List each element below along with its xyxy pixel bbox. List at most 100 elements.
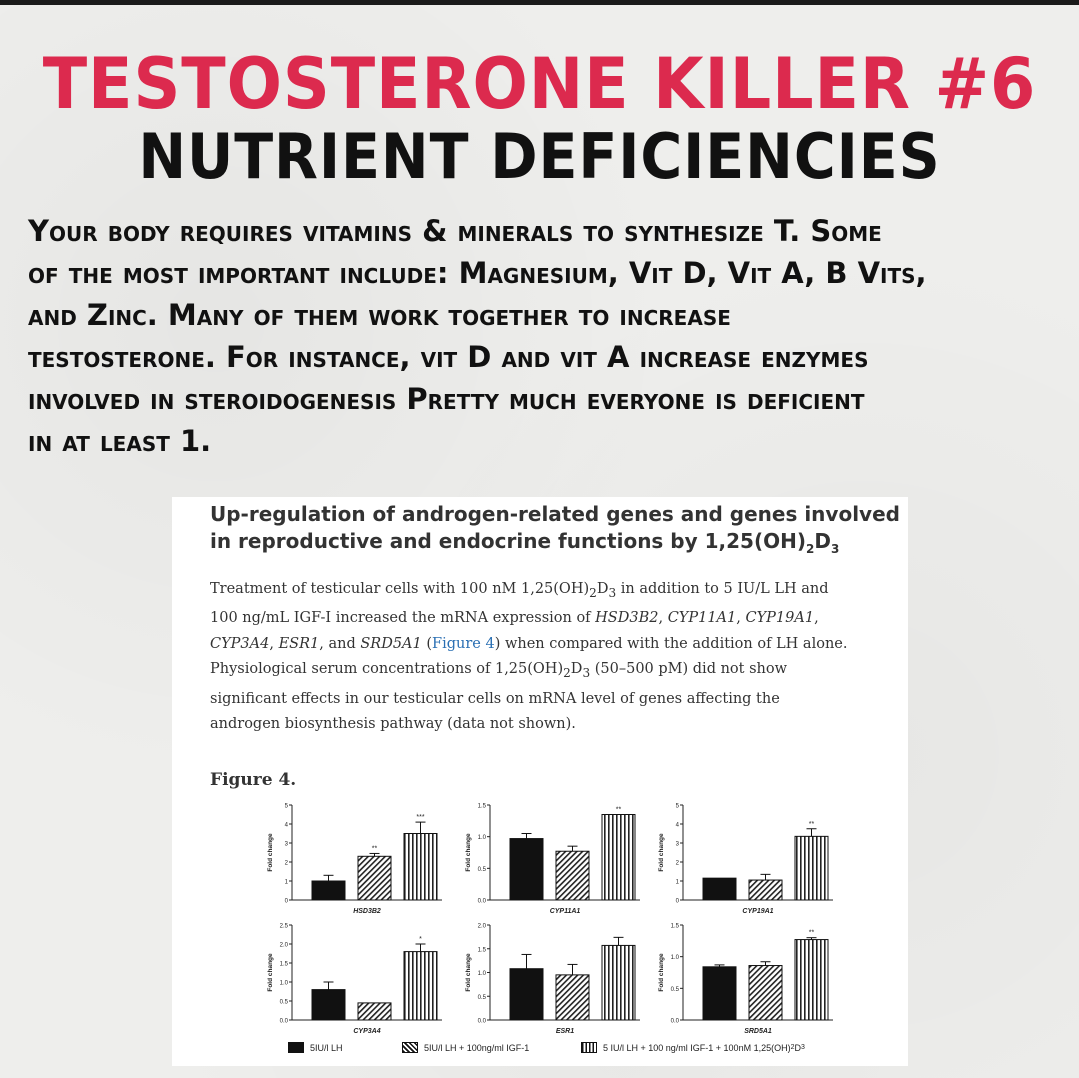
body-line: and Zinc. Many of them work together to … [28, 298, 731, 332]
legend-swatch-diagonal [402, 1042, 418, 1053]
text: ( [421, 635, 433, 652]
text: in addition to 5 IU/L LH and [616, 581, 829, 597]
y-tick-label: 2.5 [280, 924, 289, 930]
significance-marker: *** [416, 814, 424, 821]
subscript: 3 [608, 585, 617, 600]
significance-marker: * [419, 936, 422, 943]
y-tick-label: 2 [676, 861, 680, 867]
bar [509, 838, 544, 901]
y-tick-label: 3 [285, 842, 289, 848]
text: D [596, 581, 609, 597]
bar [509, 968, 544, 1021]
paper-heading-line-1: Up-regulation of androgen-related genes … [210, 502, 900, 526]
bar [748, 879, 783, 901]
text: 100 ng/mL IGF-I increased the mRNA expre… [210, 610, 596, 627]
text: (50–500 pM) did not show [590, 661, 788, 678]
text: ) when compared with the addition of LH … [494, 635, 848, 652]
para-line: Physiological serum concentrations of 1,… [210, 657, 900, 686]
significance-marker: ** [616, 807, 622, 814]
bar [403, 951, 438, 1021]
legend-subscript: 3 [801, 1044, 805, 1051]
legend-label: 5 IU/l LH + 100 ng/ml IGF-1 + 100nM 1,25… [603, 1042, 791, 1053]
significance-marker: ** [809, 821, 815, 828]
body-line: in at least 1. [28, 424, 212, 458]
gene-name: HSD3B2 [595, 610, 659, 627]
y-tick-label: 0.0 [671, 1019, 680, 1025]
text: , [736, 610, 746, 627]
gene-label: CYP19A1 [742, 908, 773, 915]
bar [357, 855, 392, 901]
text: , and [319, 635, 361, 652]
gene-name: CYP19A1 [745, 610, 815, 627]
legend-label: D [794, 1042, 802, 1053]
body-line: testosterone. For instance, vit D and vi… [28, 340, 869, 374]
bar [794, 939, 829, 1021]
bar [555, 850, 590, 901]
subscript: 3 [582, 666, 591, 681]
legend-item-lh-igf: 5IU/l LH + 100ng/ml IGF-1 [402, 1042, 529, 1053]
y-axis-label: Fold change [658, 953, 665, 992]
paper-paragraph: Treatment of testicular cells with 100 n… [210, 577, 900, 738]
body-line: involved in steroidogenesis Pretty much … [28, 382, 865, 416]
y-tick-label: 5 [676, 804, 680, 810]
legend-item-lh-igf-vitd: 5 IU/l LH + 100 ng/ml IGF-1 + 100nM 1,25… [581, 1042, 805, 1053]
gene-label: CYP11A1 [550, 908, 581, 915]
bar [748, 965, 783, 1021]
heading-text: D [814, 529, 831, 553]
legend-item-lh: 5IU/l LH [288, 1042, 343, 1053]
legend-label: 5IU/l LH [310, 1042, 343, 1053]
y-tick-label: 5 [285, 804, 289, 810]
gene-label: HSD3B2 [353, 908, 381, 915]
body-text: Your body requires vitamins & minerals t… [28, 210, 1058, 462]
figure-label: Figure 4. [210, 770, 297, 790]
y-tick-label: 0 [676, 899, 680, 905]
y-tick-label: 1.5 [671, 924, 680, 930]
body-line: Your body requires vitamins & minerals t… [28, 214, 882, 248]
y-axis-label: Fold change [267, 833, 274, 872]
text: , [269, 635, 279, 652]
y-tick-label: 1.5 [478, 804, 487, 810]
bar [403, 833, 438, 901]
gene-label: CYP3A4 [353, 1028, 380, 1035]
y-tick-label: 4 [285, 823, 289, 829]
y-tick-label: 0.0 [478, 1019, 487, 1025]
y-tick-label: 1.0 [280, 981, 289, 987]
legend-swatch-solid [288, 1042, 304, 1053]
figure-legend: 5IU/l LH 5IU/l LH + 100ng/ml IGF-1 5 IU/… [288, 1040, 888, 1058]
legend-subscript: 2 [790, 1044, 795, 1051]
y-tick-label: 0.5 [671, 987, 680, 993]
paper-heading: Up-regulation of androgen-related genes … [210, 501, 900, 563]
title-line-1: TESTOSTERONE KILLER #6 [42, 43, 1037, 125]
text: D [570, 661, 583, 678]
y-tick-label: 4 [676, 823, 680, 829]
gene-name: ESR1 [278, 635, 320, 652]
para-line: significant effects in our testicular ce… [210, 690, 780, 707]
text: Physiological serum concentrations of 1,… [210, 661, 564, 678]
text: , [658, 610, 668, 627]
bar [357, 1002, 392, 1021]
title-line-2: NUTRIENT DEFICIENCIES [138, 120, 941, 193]
text: Treatment of testicular cells with 100 n… [210, 581, 590, 597]
body-line: of the most important include: Magnesium… [28, 256, 927, 290]
bar [311, 989, 346, 1021]
figure-link[interactable]: Figure 4 [432, 635, 495, 652]
significance-marker: ** [809, 930, 815, 937]
paper-heading-line-2: in reproductive and endocrine functions … [210, 528, 900, 563]
gene-label: ESR1 [556, 1028, 574, 1035]
para-line: androgen biosynthesis pathway (data not … [210, 716, 576, 733]
y-tick-label: 0.5 [478, 867, 487, 873]
text: , [814, 610, 819, 627]
legend-swatch-vertical [581, 1042, 597, 1053]
y-tick-label: 1.0 [478, 835, 487, 841]
para-line: Treatment of testicular cells with 100 n… [210, 577, 900, 606]
bar [601, 944, 636, 1021]
y-axis-label: Fold change [465, 953, 472, 992]
para-line: 100 ng/mL IGF-I increased the mRNA expre… [210, 606, 900, 632]
y-tick-label: 1.0 [671, 955, 680, 961]
y-axis-label: Fold change [267, 953, 274, 992]
gene-name: CYP3A4 [210, 635, 270, 652]
y-tick-label: 1.5 [280, 962, 289, 968]
y-tick-label: 3 [676, 842, 680, 848]
para-line: CYP3A4, ESR1, and SRD5A1 (Figure 4) when… [210, 632, 900, 658]
